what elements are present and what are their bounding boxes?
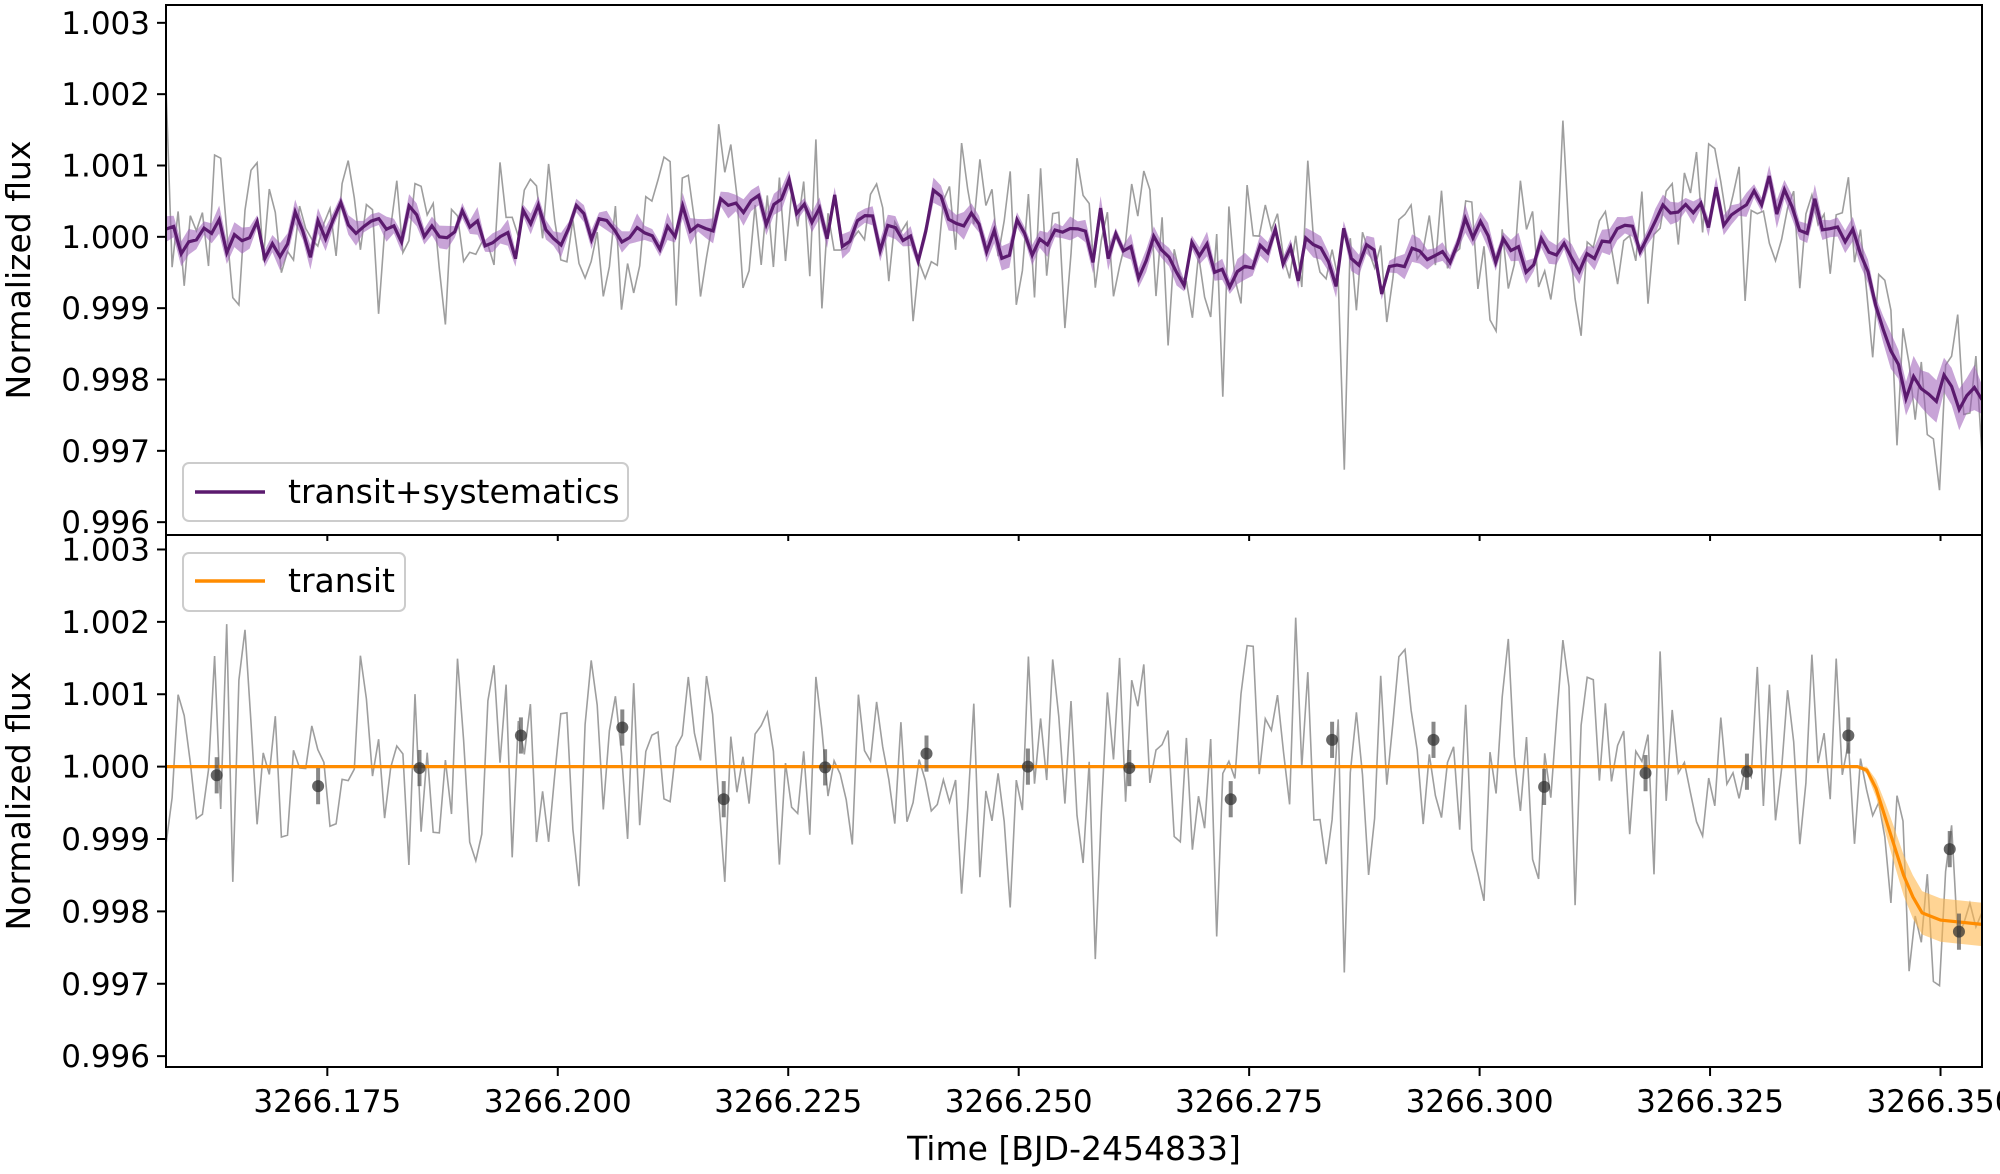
y-tick-label: 0.999	[61, 291, 150, 327]
y-tick-label: 0.998	[61, 362, 150, 398]
x-tick-label: 3266.325	[1636, 1084, 1784, 1120]
binned-point	[1842, 729, 1855, 742]
y-tick-label: 1.001	[61, 148, 150, 184]
raw-flux-trace	[166, 86, 1982, 491]
binned-point	[413, 762, 426, 775]
y-tick-label: 1.000	[61, 220, 150, 256]
binned-point	[210, 769, 223, 782]
x-tick-label: 3266.225	[714, 1084, 862, 1120]
binned-point	[1427, 733, 1440, 746]
x-tick-label: 3266.350	[1867, 1084, 2000, 1120]
axes-frame	[165, 534, 1983, 1068]
top-panel: 1.003 1.002 1.001 1.000 0.999 0.998 0.997 0.996…	[0, 4, 1983, 541]
y-tick-label: 1.003	[61, 532, 150, 568]
y-tick-label: 0.999	[61, 822, 150, 858]
axes-frame	[165, 4, 1983, 536]
legend-label: transit	[288, 561, 395, 600]
raw-flux-trace	[166, 617, 1982, 988]
binned-point	[312, 780, 325, 793]
x-axis-label: Time [BJD-2454833]	[906, 1129, 1241, 1168]
model-uncertainty-band	[166, 165, 1982, 431]
binned-point	[1952, 925, 1965, 938]
legend: transit	[182, 552, 406, 612]
legend-label: transit+systematics	[288, 472, 620, 511]
y-axis-label: Normalized flux	[0, 672, 38, 931]
transit-line	[166, 765, 1982, 926]
y-tick-label: 1.002	[61, 605, 150, 641]
plot-area	[166, 86, 1982, 491]
binned-point	[514, 729, 527, 742]
x-tick-label: 3266.275	[1175, 1084, 1323, 1120]
binned-point	[920, 747, 933, 760]
x-tick-label: 3266.300	[1406, 1084, 1554, 1120]
y-tick-label: 1.001	[61, 677, 150, 713]
binned-point	[1639, 767, 1652, 780]
binned-point	[717, 793, 730, 806]
y-tick-label: 0.996	[61, 505, 150, 541]
axis-titles: Time [BJD-2454833]	[906, 1129, 1241, 1168]
x-tick-label: 3266.175	[253, 1084, 401, 1120]
y-axis-label: Normalized flux	[0, 141, 38, 400]
plot-area	[166, 617, 1982, 988]
y-tick-label: 1.002	[61, 77, 150, 113]
binned-point	[1943, 843, 1956, 856]
binned-point	[616, 721, 629, 734]
binned-point	[1123, 762, 1136, 775]
y-tick-label: 0.997	[61, 434, 150, 470]
binned-point	[1021, 760, 1034, 773]
binned-point	[1326, 733, 1339, 746]
legend: transit+systematics	[182, 462, 629, 522]
y-tick-label: 0.997	[61, 967, 150, 1003]
transit-systematics-line	[166, 174, 1982, 414]
x-tick-label: 3266.200	[484, 1084, 632, 1120]
y-tick-label: 0.998	[61, 894, 150, 930]
binned-point	[1538, 780, 1551, 793]
binned-point	[1740, 765, 1753, 778]
y-tick-label: 1.003	[61, 6, 150, 42]
transit-uncertainty-band	[166, 766, 1982, 947]
y-tick-label: 1.000	[61, 750, 150, 786]
y-tick-label: 0.996	[61, 1039, 150, 1075]
bottom-panel: 1.003 1.002 1.001 1.000 0.999 0.998 0.997 0.996…	[0, 532, 2000, 1120]
binned-point	[1224, 793, 1237, 806]
x-tick-label: 3266.250	[945, 1084, 1093, 1120]
binned-point	[819, 761, 832, 774]
